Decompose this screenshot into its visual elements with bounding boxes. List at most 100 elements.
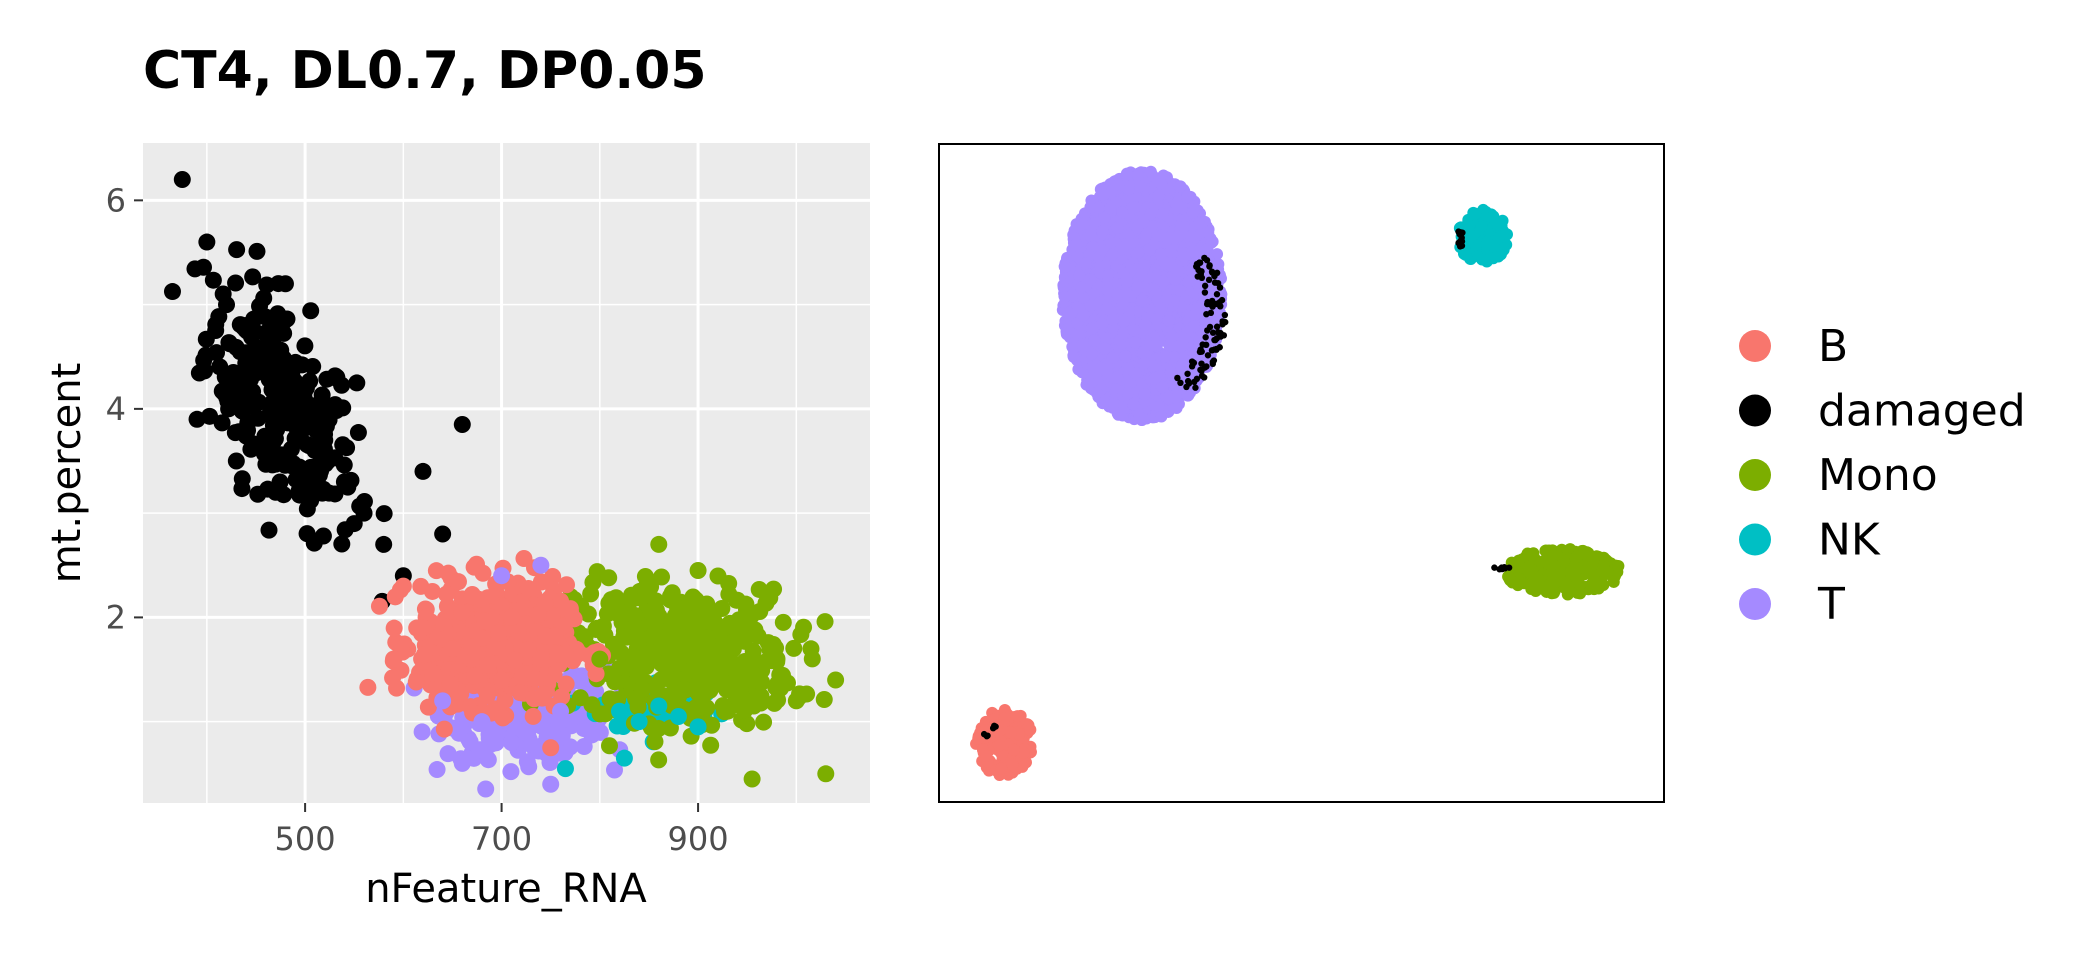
T-point xyxy=(552,702,570,720)
T-point xyxy=(1084,229,1097,242)
Mono-point xyxy=(757,594,775,612)
T-point xyxy=(1132,246,1145,259)
T-point xyxy=(1085,322,1098,335)
embedding-frame xyxy=(938,143,1665,803)
Mono-point xyxy=(624,647,642,665)
B-point xyxy=(427,562,445,580)
T-point xyxy=(1120,275,1133,288)
B-point xyxy=(532,573,550,591)
B-point xyxy=(479,656,497,674)
T-point xyxy=(1121,237,1134,250)
damaged-point xyxy=(227,274,245,292)
Mono-point xyxy=(626,606,644,624)
T-point xyxy=(439,745,457,763)
Mono-point xyxy=(594,617,612,635)
Mono-point xyxy=(571,689,589,707)
Mono-point xyxy=(1612,560,1625,573)
Mono-point xyxy=(736,701,754,719)
NK-point xyxy=(1475,220,1488,233)
damaged-point xyxy=(434,525,452,543)
T-point xyxy=(542,775,560,793)
Mono-point xyxy=(668,655,686,673)
T-point xyxy=(1088,334,1101,347)
Mono-point xyxy=(1557,555,1570,568)
T-point xyxy=(1120,286,1133,299)
T-point xyxy=(1129,336,1142,349)
T-point xyxy=(1154,303,1167,316)
T-point xyxy=(1080,378,1093,391)
Mono-point xyxy=(600,665,618,683)
damaged-point xyxy=(335,456,353,474)
B-point xyxy=(412,577,430,595)
Mono-point xyxy=(591,705,609,723)
B-point xyxy=(502,608,520,626)
Mono-point xyxy=(629,698,647,716)
T-point xyxy=(1170,198,1183,211)
B-point xyxy=(465,558,483,576)
T-point xyxy=(1159,350,1172,363)
B-point xyxy=(435,720,453,738)
B-point xyxy=(488,638,506,656)
T-point xyxy=(1131,281,1144,294)
Mono-point xyxy=(579,605,597,623)
B-point xyxy=(1024,723,1037,736)
Mono-point xyxy=(755,713,773,731)
T-point xyxy=(1120,167,1133,180)
T-point xyxy=(1122,183,1135,196)
T-point xyxy=(1137,346,1150,359)
T-point xyxy=(1144,165,1157,178)
B-point xyxy=(549,645,567,663)
B-point xyxy=(534,685,552,703)
T-point xyxy=(1095,362,1108,375)
T-point xyxy=(1059,260,1072,273)
Mono-point xyxy=(630,629,648,647)
damaged-point xyxy=(255,289,273,307)
damaged-point xyxy=(239,414,257,432)
T-point xyxy=(1096,225,1109,238)
Mono-point xyxy=(656,654,674,672)
damaged-point xyxy=(233,480,251,498)
damaged-point xyxy=(218,389,236,407)
Mono-point xyxy=(600,737,618,755)
B-point xyxy=(1005,726,1018,739)
damaged-point xyxy=(303,487,321,505)
damaged-point xyxy=(306,442,324,460)
B-point xyxy=(557,599,575,617)
damaged-point xyxy=(271,393,289,411)
damaged-point xyxy=(414,462,432,480)
damaged-point xyxy=(312,396,330,414)
T-point xyxy=(493,567,511,585)
B-point xyxy=(558,576,576,594)
T-point xyxy=(1106,248,1119,261)
T-point xyxy=(1156,275,1169,288)
T-point xyxy=(450,724,468,742)
Mono-point xyxy=(646,733,664,751)
Mono-point xyxy=(1506,575,1519,588)
Mono-point xyxy=(1585,560,1598,573)
Mono-point xyxy=(774,613,792,631)
Mono-point xyxy=(709,661,727,679)
damaged-point xyxy=(302,413,320,431)
NK-point xyxy=(689,718,707,736)
Mono-point xyxy=(698,699,716,717)
Mono-point xyxy=(600,594,618,612)
T-point xyxy=(1211,248,1224,261)
embedding-panel xyxy=(938,143,1665,803)
damaged-point xyxy=(198,233,216,251)
Mono-point xyxy=(701,604,719,622)
B-point xyxy=(526,670,544,688)
B-point xyxy=(359,678,377,696)
Mono-point xyxy=(764,635,782,653)
y-tick-label: 2 xyxy=(106,598,126,636)
T-point xyxy=(1092,201,1105,214)
T-point xyxy=(1172,264,1185,277)
T-point xyxy=(606,761,624,779)
Mono-point xyxy=(785,639,803,657)
T-point xyxy=(1156,207,1169,220)
damaged-point xyxy=(249,485,267,503)
B-point xyxy=(478,687,496,705)
Mono-point xyxy=(716,618,734,636)
damaged-point xyxy=(204,271,222,289)
